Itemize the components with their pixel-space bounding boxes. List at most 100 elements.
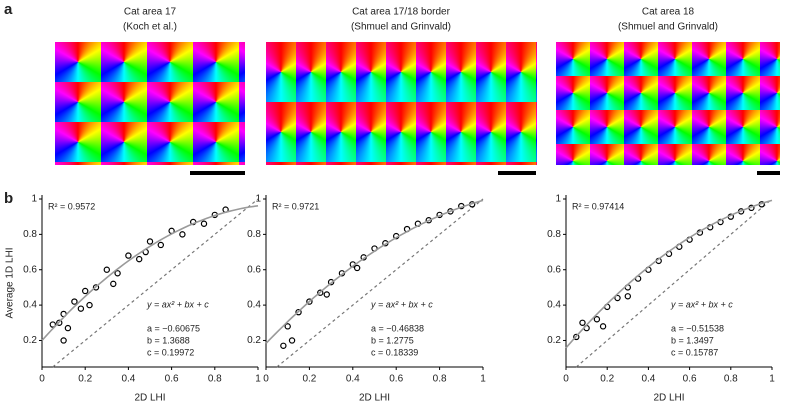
y-tick-label: 0.6 <box>547 264 561 275</box>
orientation-map <box>556 42 780 165</box>
x-tick-label: 0.4 <box>346 374 360 385</box>
identity-line <box>276 198 484 368</box>
x-tick-label: 0.8 <box>724 374 738 385</box>
data-point <box>157 241 164 249</box>
y-tick-label: 0.8 <box>547 229 561 240</box>
data-point <box>64 324 72 332</box>
map-title: Cat area 18 <box>642 7 695 18</box>
x-tick-label: 0.6 <box>683 374 697 385</box>
map-title: Cat area 17 <box>124 7 177 18</box>
data-point <box>317 289 324 296</box>
x-tick-label: 1 <box>255 374 261 385</box>
coefficient: c = 0.15787 <box>671 347 718 357</box>
data-point <box>200 220 208 227</box>
y-tick-label: 1 <box>555 194 561 205</box>
y-axis-label: Average 1D LHI <box>5 248 16 319</box>
data-point <box>92 284 100 291</box>
data-point <box>614 294 621 302</box>
data-point <box>295 308 302 316</box>
scale-bar <box>190 171 245 175</box>
x-tick-label: 0.8 <box>208 374 222 385</box>
data-point <box>135 255 143 263</box>
data-point <box>573 333 580 341</box>
data-point <box>56 319 63 326</box>
map-title: Cat area 17/18 border <box>352 7 451 18</box>
x-tick-label: 0.4 <box>121 374 135 385</box>
y-tick-label: 1 <box>31 194 37 205</box>
x-tick-label: 0.2 <box>302 374 316 385</box>
equation: y = ax² + bx + c <box>370 299 433 309</box>
identity-line <box>52 198 259 368</box>
x-tick-label: 0 <box>39 374 45 385</box>
data-point <box>579 319 586 326</box>
x-tick-label: 1 <box>480 374 486 385</box>
data-point <box>624 293 632 300</box>
panel-label: b <box>4 190 13 207</box>
r-squared: R² = 0.9721 <box>272 201 319 211</box>
x-tick-label: 0.8 <box>433 374 447 385</box>
data-point <box>77 305 85 312</box>
orientation-map <box>55 42 245 165</box>
data-point <box>146 238 154 245</box>
scale-bar <box>498 171 536 175</box>
map-subtitle: (Koch et al.) <box>123 22 177 33</box>
y-tick-label: 0.2 <box>23 335 37 346</box>
data-point <box>81 287 89 295</box>
data-point <box>179 231 186 238</box>
data-point <box>353 264 361 272</box>
y-tick-label: 0.4 <box>23 300 37 311</box>
data-point <box>71 298 78 305</box>
equation: y = ax² + bx + c <box>670 299 733 309</box>
fit-curve <box>565 199 773 349</box>
coefficient: a = −0.46838 <box>371 323 424 333</box>
data-point <box>327 278 335 286</box>
r-squared: R² = 0.9572 <box>48 201 95 211</box>
data-point <box>86 301 93 309</box>
data-point <box>593 316 601 323</box>
data-point <box>114 270 121 277</box>
data-point <box>280 342 287 349</box>
coefficient: a = −0.60675 <box>147 323 200 333</box>
coefficient: c = 0.18339 <box>371 347 418 357</box>
map-subtitle: (Shmuel and Grinvald) <box>351 22 451 33</box>
y-tick-label: 0.6 <box>23 264 37 275</box>
x-axis-label: 2D LHI <box>653 393 684 404</box>
x-tick-label: 0 <box>263 374 269 385</box>
coefficient: b = 1.3688 <box>147 335 190 345</box>
data-point <box>103 266 111 273</box>
x-axis-label: 2D LHI <box>359 393 390 404</box>
y-tick-label: 0.4 <box>547 300 561 311</box>
equation: y = ax² + bx + c <box>146 299 209 309</box>
fit-curve <box>265 199 484 344</box>
data-point <box>125 252 132 259</box>
coefficient: a = −0.51538 <box>671 323 724 333</box>
x-tick-label: 1 <box>769 374 775 385</box>
data-point <box>110 280 117 288</box>
y-tick-label: 0.4 <box>247 300 261 311</box>
data-point <box>60 337 67 344</box>
fit-curve <box>41 205 259 342</box>
x-tick-label: 0.2 <box>600 374 614 385</box>
y-tick-label: 0.2 <box>247 335 261 346</box>
panel-label: a <box>4 1 13 18</box>
y-tick-label: 0.6 <box>247 264 261 275</box>
data-point <box>447 208 454 215</box>
data-point <box>49 321 57 328</box>
coefficient: b = 1.2775 <box>371 335 414 345</box>
y-tick-label: 0.8 <box>23 229 37 240</box>
y-tick-label: 0.2 <box>547 335 561 346</box>
y-tick-label: 0.8 <box>247 229 261 240</box>
map-subtitle: (Shmuel and Grinvald) <box>618 22 718 33</box>
data-point <box>599 323 607 330</box>
coefficient: c = 0.19972 <box>147 347 194 357</box>
x-axis-label: 2D LHI <box>134 393 165 404</box>
data-point <box>284 323 291 330</box>
x-tick-label: 0.4 <box>641 374 655 385</box>
data-point <box>288 337 296 344</box>
x-tick-label: 0.6 <box>165 374 179 385</box>
scale-bar <box>757 171 780 175</box>
data-point <box>323 291 330 298</box>
data-point <box>306 298 313 305</box>
